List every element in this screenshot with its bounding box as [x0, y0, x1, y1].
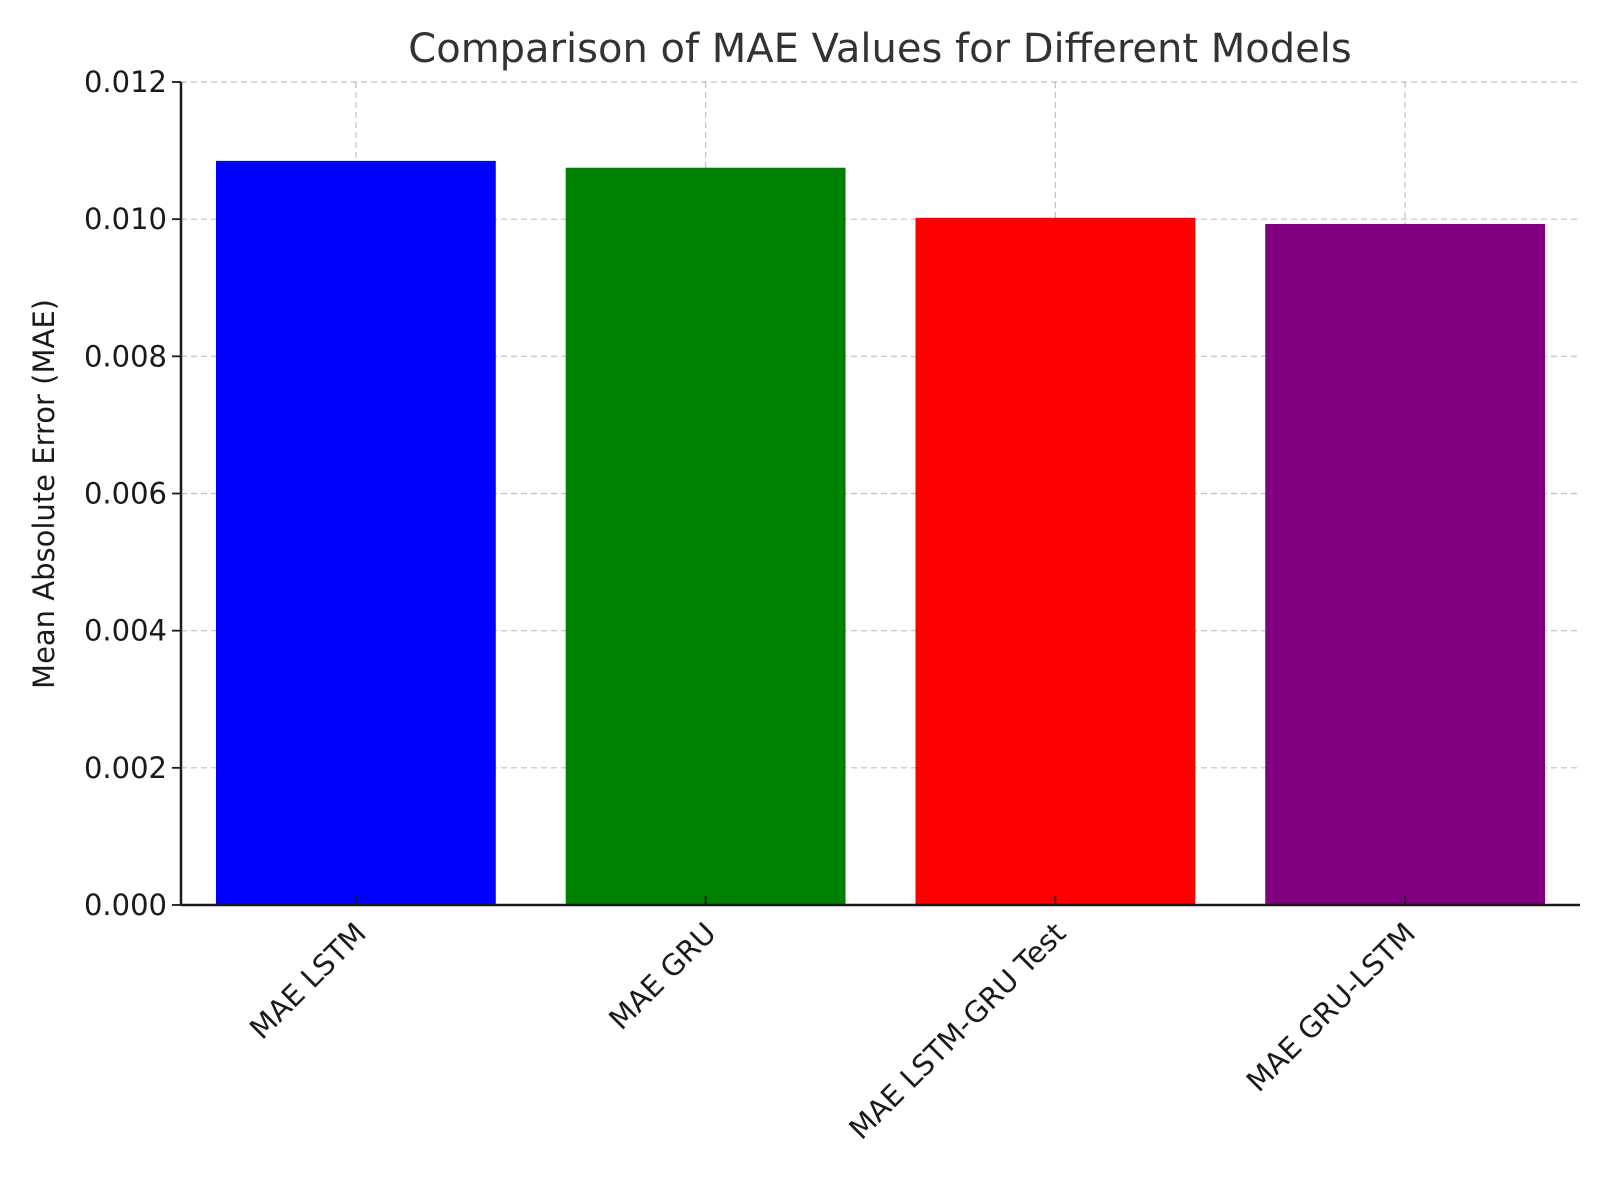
x-tick-label: MAE GRU	[602, 916, 722, 1036]
y-axis-label: Mean Absolute Error (MAE)	[27, 299, 61, 689]
chart-title: Comparison of MAE Values for Different M…	[408, 26, 1351, 72]
bar-mae-gru	[565, 167, 846, 905]
y-tick-label: 0.002	[84, 751, 167, 785]
bar-mae-lstm	[215, 160, 496, 905]
x-tick-label: MAE GRU-LSTM	[1240, 916, 1422, 1098]
bars	[215, 160, 1546, 906]
y-axis-ticks: 0.000 0.002 0.004 0.006 0.008 0.010 0.012	[84, 65, 181, 922]
bar-mae-lstm-gru-test	[915, 217, 1196, 906]
y-tick-label: 0.012	[84, 65, 167, 99]
x-axis-ticks: MAE LSTM MAE GRU MAE LSTM-GRU Test MAE GRU-…	[243, 896, 1422, 1146]
bar-mae-gru-lstm	[1265, 223, 1546, 905]
y-tick-label: 0.008	[84, 339, 167, 373]
y-tick-label: 0.006	[84, 477, 167, 511]
y-tick-label: 0.000	[84, 888, 167, 922]
x-tick-label: MAE LSTM	[243, 916, 373, 1046]
y-tick-label: 0.004	[84, 614, 167, 648]
x-tick-label: MAE LSTM-GRU Test	[842, 916, 1072, 1146]
y-tick-label: 0.010	[84, 202, 167, 236]
